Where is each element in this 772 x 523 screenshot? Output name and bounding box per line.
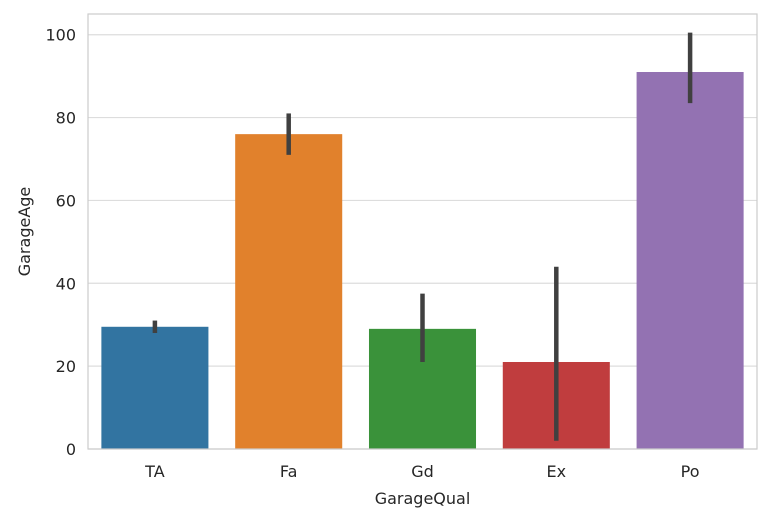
x-tick-label: TA	[144, 462, 165, 481]
x-tick-label: Ex	[547, 462, 567, 481]
y-tick-label: 20	[56, 357, 76, 376]
x-tick-label: Gd	[411, 462, 434, 481]
y-tick-label: 100	[45, 26, 76, 45]
bar-ta	[101, 326, 209, 449]
x-tick-labels: TA Fa Gd Ex Po	[144, 462, 699, 481]
error-bars-group	[152, 32, 693, 441]
x-axis-label: GarageQual	[375, 489, 471, 508]
y-tick-label: 40	[56, 274, 76, 293]
plot-frame	[87, 13, 758, 450]
y-tick-label: 60	[56, 191, 76, 210]
y-tick-label: 0	[66, 440, 76, 459]
bars-group	[101, 72, 744, 449]
x-tick-label: Po	[681, 462, 700, 481]
x-tick-label: Fa	[280, 462, 298, 481]
y-axis-label: GarageAge	[15, 187, 34, 277]
bar-fa	[235, 134, 343, 449]
bar-po	[636, 72, 744, 449]
y-tick-labels: 0 20 40 60 80 100	[45, 26, 76, 459]
y-tick-label: 80	[56, 109, 76, 128]
